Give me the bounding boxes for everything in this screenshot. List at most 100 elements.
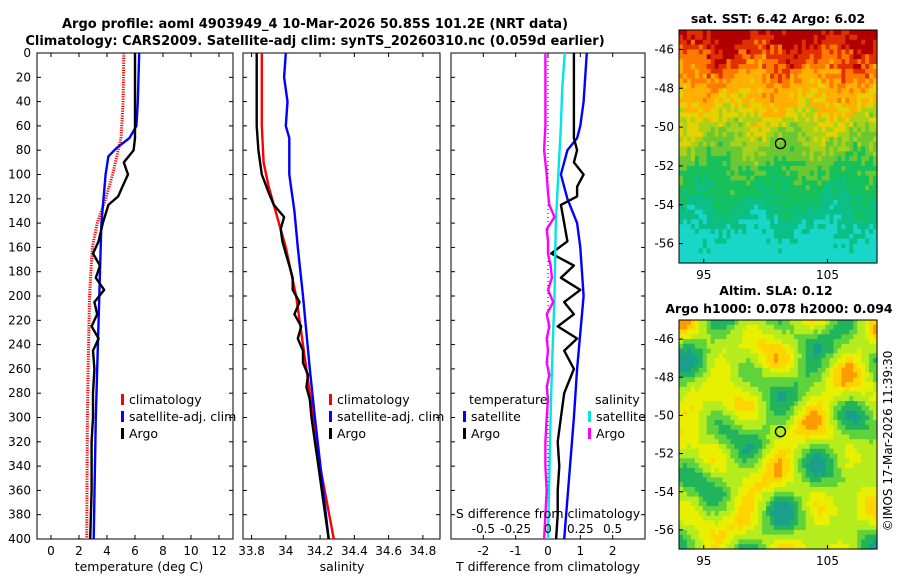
map-cell bbox=[813, 190, 819, 196]
map-cell bbox=[682, 515, 688, 521]
map-cell bbox=[857, 377, 862, 383]
map-cell bbox=[714, 131, 720, 138]
map-cell bbox=[817, 59, 823, 65]
map-cell bbox=[805, 358, 811, 364]
map-cell bbox=[734, 238, 739, 245]
map-cell bbox=[746, 329, 751, 335]
map-cell bbox=[837, 112, 842, 118]
map-cell bbox=[841, 93, 846, 99]
map-cell bbox=[849, 243, 854, 250]
map-cell bbox=[778, 224, 783, 230]
map-cell bbox=[730, 434, 736, 440]
map-cell bbox=[702, 415, 708, 421]
map-cell bbox=[718, 339, 724, 345]
map-cell bbox=[793, 353, 799, 359]
map-cell bbox=[781, 367, 787, 374]
map-cell bbox=[694, 49, 700, 55]
map-cell bbox=[785, 405, 791, 412]
map-cell bbox=[738, 396, 743, 402]
map-cell bbox=[758, 467, 763, 474]
map-cell bbox=[694, 477, 700, 483]
map-cell bbox=[738, 429, 743, 436]
map-cell bbox=[746, 324, 751, 331]
map-cell bbox=[845, 458, 850, 464]
map-cell bbox=[742, 405, 747, 412]
map-cell bbox=[682, 68, 688, 75]
map-cell bbox=[698, 68, 704, 75]
map-cell bbox=[754, 515, 759, 521]
map-cell bbox=[869, 224, 874, 230]
map-cell bbox=[853, 209, 858, 216]
map-cell bbox=[702, 439, 708, 445]
map-cell bbox=[694, 209, 700, 216]
map-cell bbox=[734, 30, 739, 36]
map-cell bbox=[833, 97, 838, 104]
map-cell bbox=[742, 248, 747, 254]
map-cell bbox=[849, 320, 854, 326]
map-cell bbox=[750, 391, 755, 397]
map-cell bbox=[793, 199, 799, 206]
map-cell bbox=[873, 175, 878, 182]
map-cell bbox=[698, 424, 704, 431]
map-cell bbox=[770, 329, 775, 335]
map-cell bbox=[813, 343, 819, 350]
map-cell bbox=[797, 238, 803, 245]
map-cell bbox=[845, 107, 850, 114]
map-cell bbox=[797, 136, 803, 143]
s-tick-label: -0.5 bbox=[472, 522, 495, 536]
map-cell bbox=[679, 93, 684, 99]
map-cell bbox=[682, 204, 688, 211]
map-cell bbox=[801, 165, 807, 172]
map-cell bbox=[789, 49, 795, 55]
map-cell bbox=[754, 534, 759, 541]
map-cell bbox=[774, 39, 779, 46]
map-cell bbox=[837, 156, 842, 162]
map-cell bbox=[710, 367, 716, 374]
map-cell bbox=[778, 83, 783, 89]
map-cell bbox=[750, 539, 755, 545]
x-tick-label: 2 bbox=[75, 544, 83, 558]
map-cell bbox=[698, 324, 704, 331]
map-cell bbox=[694, 199, 700, 206]
map-cell bbox=[793, 329, 799, 335]
map-cell bbox=[726, 209, 732, 216]
map-cell bbox=[750, 444, 755, 450]
map-cell bbox=[805, 472, 811, 479]
map-cell bbox=[694, 444, 700, 450]
map-cell bbox=[682, 429, 688, 436]
map-cell bbox=[758, 229, 763, 235]
map-cell bbox=[857, 233, 862, 240]
map-cell bbox=[762, 44, 767, 51]
map-cell bbox=[726, 506, 732, 512]
map-cell bbox=[726, 78, 732, 84]
map-cell bbox=[750, 463, 755, 469]
map-cell bbox=[702, 324, 708, 331]
map-cell bbox=[746, 253, 751, 259]
map-cell bbox=[698, 329, 704, 335]
map-cell bbox=[825, 358, 831, 364]
map-cell bbox=[758, 391, 763, 397]
map-cell bbox=[813, 219, 819, 225]
map-cell bbox=[706, 448, 712, 455]
map-cell bbox=[789, 486, 795, 493]
map-cell bbox=[865, 324, 870, 331]
map-cell bbox=[766, 78, 771, 84]
map-cell bbox=[754, 136, 759, 143]
map-cell bbox=[770, 377, 775, 383]
map-cell bbox=[805, 127, 811, 133]
map-cell bbox=[797, 458, 803, 464]
map-cell bbox=[829, 367, 835, 374]
map-cell bbox=[797, 122, 803, 128]
map-cell bbox=[682, 151, 688, 157]
map-cell bbox=[718, 248, 724, 254]
map-cell bbox=[833, 410, 838, 417]
map-cell bbox=[873, 161, 878, 167]
map-cell bbox=[853, 401, 858, 407]
map-cell bbox=[837, 180, 842, 186]
map-cell bbox=[781, 429, 787, 436]
map-cell bbox=[734, 529, 739, 536]
map-cell bbox=[861, 482, 866, 488]
map-cell bbox=[873, 405, 878, 412]
map-cell bbox=[766, 97, 771, 104]
map-cell bbox=[865, 429, 870, 436]
